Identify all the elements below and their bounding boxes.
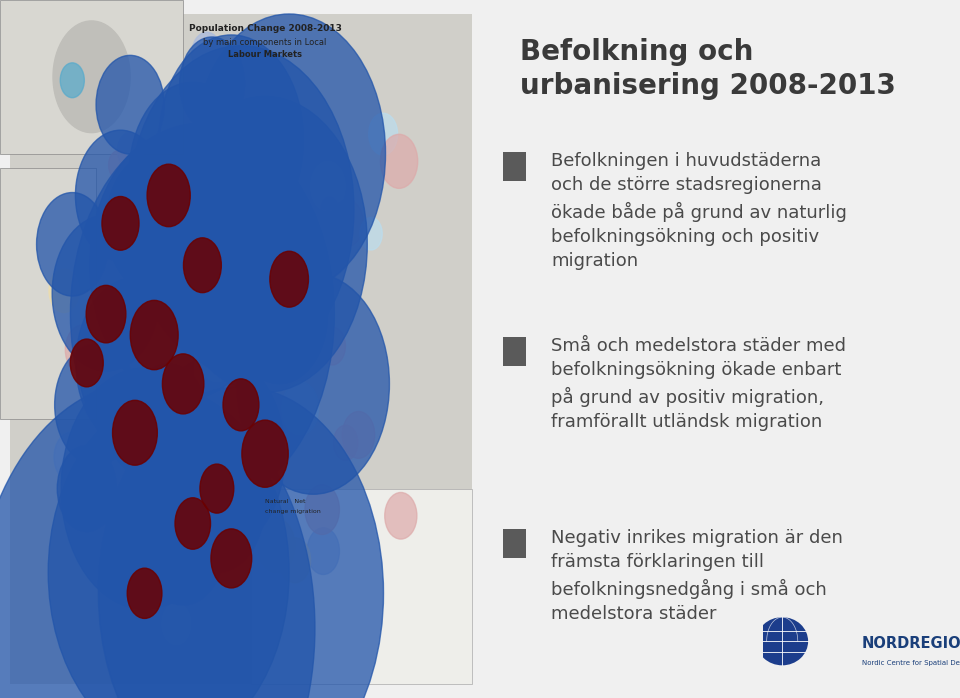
Circle shape: [231, 244, 327, 384]
Circle shape: [0, 381, 315, 698]
Circle shape: [211, 529, 252, 588]
Circle shape: [70, 123, 334, 505]
Circle shape: [380, 134, 418, 188]
Circle shape: [60, 63, 84, 98]
Circle shape: [305, 484, 340, 535]
Circle shape: [170, 352, 194, 386]
Circle shape: [192, 32, 222, 76]
Circle shape: [131, 300, 179, 370]
Circle shape: [270, 251, 308, 307]
Circle shape: [61, 368, 228, 609]
Circle shape: [331, 200, 364, 246]
Circle shape: [196, 209, 226, 252]
Circle shape: [279, 537, 311, 583]
Circle shape: [282, 382, 319, 435]
Text: Natural   Net: Natural Net: [265, 498, 305, 503]
Circle shape: [193, 14, 386, 293]
FancyBboxPatch shape: [10, 14, 472, 684]
Text: by main components in Local: by main components in Local: [204, 38, 326, 47]
Circle shape: [36, 193, 108, 296]
Circle shape: [162, 603, 191, 645]
Circle shape: [162, 354, 204, 414]
Circle shape: [55, 344, 138, 466]
Circle shape: [200, 464, 234, 513]
Circle shape: [53, 21, 131, 133]
Circle shape: [128, 45, 354, 373]
Circle shape: [117, 132, 143, 170]
Bar: [503, 152, 526, 181]
Circle shape: [86, 285, 126, 343]
Bar: [503, 337, 526, 366]
Circle shape: [85, 481, 104, 507]
Circle shape: [321, 197, 338, 223]
Text: Små och medelstora städer med
befolkningsökning ökade enbart
på grund av positiv: Små och medelstora städer med befolkning…: [551, 337, 847, 431]
Text: Labour Markets: Labour Markets: [228, 50, 302, 59]
Circle shape: [199, 330, 234, 382]
Text: Nordic Centre for Spatial Development: Nordic Centre for Spatial Development: [862, 660, 960, 666]
Bar: [503, 529, 526, 558]
Circle shape: [307, 528, 340, 574]
Circle shape: [237, 274, 390, 494]
Circle shape: [242, 420, 288, 487]
Circle shape: [76, 278, 194, 448]
Circle shape: [333, 425, 358, 461]
Circle shape: [258, 519, 295, 572]
Circle shape: [112, 401, 157, 465]
Text: Befolkning och
urbanisering 2008-2013: Befolkning och urbanisering 2008-2013: [520, 38, 896, 100]
Text: change migration: change migration: [265, 509, 321, 514]
Text: NORDREGIO: NORDREGIO: [862, 636, 960, 651]
Circle shape: [149, 355, 285, 552]
Circle shape: [52, 215, 160, 371]
Circle shape: [48, 398, 289, 698]
Circle shape: [223, 379, 259, 431]
Circle shape: [319, 327, 346, 365]
Circle shape: [102, 197, 139, 250]
Circle shape: [90, 130, 276, 401]
Circle shape: [385, 493, 417, 539]
Circle shape: [129, 82, 256, 267]
Circle shape: [99, 387, 383, 698]
Circle shape: [147, 164, 190, 227]
Circle shape: [76, 130, 165, 261]
Circle shape: [96, 55, 164, 154]
Circle shape: [756, 617, 808, 665]
Circle shape: [93, 529, 115, 561]
Circle shape: [183, 238, 222, 292]
Circle shape: [108, 151, 129, 179]
Circle shape: [262, 185, 300, 240]
Circle shape: [163, 96, 368, 392]
Circle shape: [141, 484, 225, 605]
FancyBboxPatch shape: [251, 489, 472, 684]
Circle shape: [58, 446, 116, 531]
FancyBboxPatch shape: [0, 168, 96, 419]
Text: Befolkningen i huvudstäderna
och de större stadsregionerna
ökade både på grund a: Befolkningen i huvudstäderna och de stör…: [551, 152, 847, 270]
Circle shape: [343, 411, 374, 459]
Circle shape: [128, 568, 162, 618]
Circle shape: [70, 339, 104, 387]
Circle shape: [199, 121, 218, 148]
Circle shape: [54, 432, 88, 482]
Circle shape: [235, 380, 262, 417]
Circle shape: [65, 325, 99, 374]
Circle shape: [159, 35, 303, 244]
Text: Population Change 2008-2013: Population Change 2008-2013: [188, 24, 342, 34]
Circle shape: [369, 113, 397, 155]
Circle shape: [106, 154, 203, 293]
Circle shape: [180, 37, 245, 131]
Text: Negativ inrikes migration är den
främsta förklaringen till
befolkningsnedgång i : Negativ inrikes migration är den främsta…: [551, 529, 843, 623]
Circle shape: [175, 498, 210, 549]
FancyBboxPatch shape: [0, 0, 183, 154]
Circle shape: [169, 433, 265, 572]
Circle shape: [49, 269, 79, 313]
Circle shape: [311, 161, 346, 211]
Circle shape: [360, 218, 382, 250]
Circle shape: [131, 364, 206, 474]
